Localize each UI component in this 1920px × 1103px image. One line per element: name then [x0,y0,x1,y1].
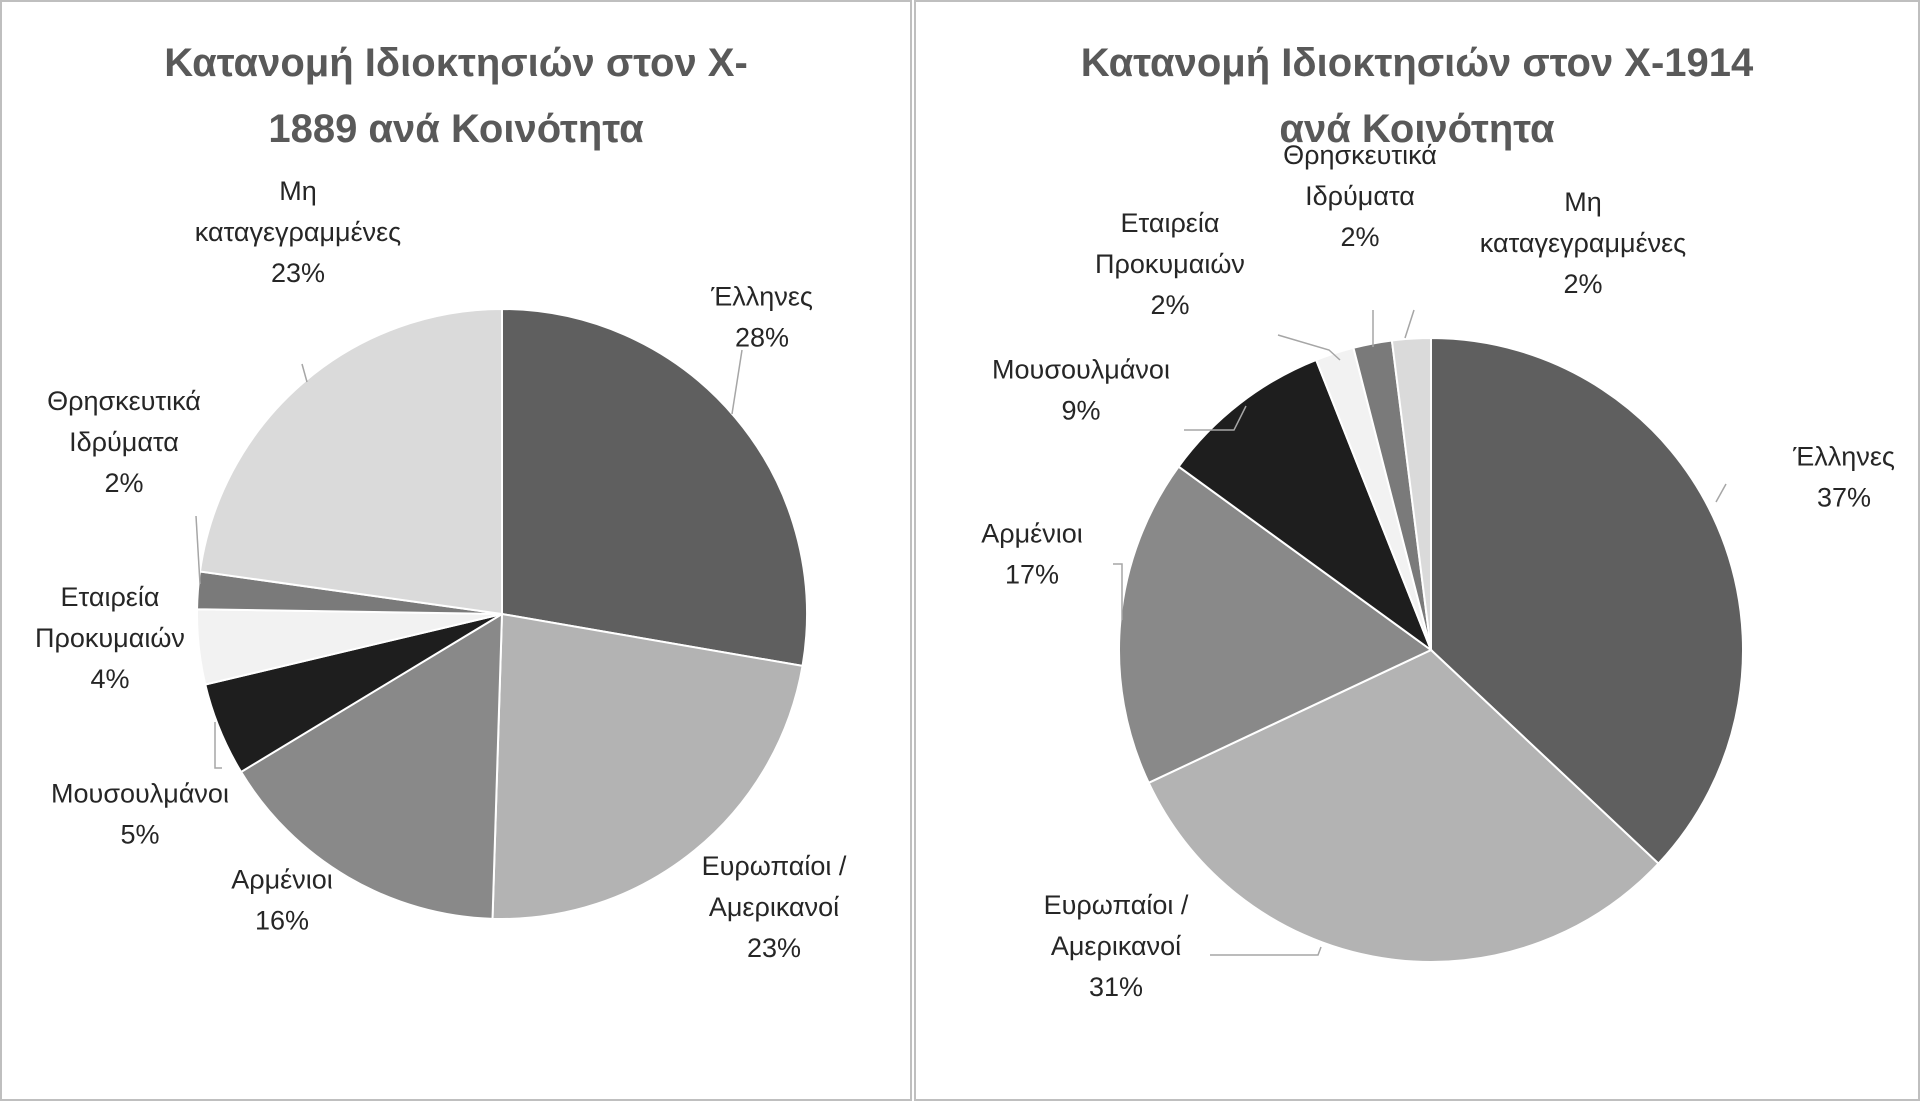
pie-slice [239,612,504,920]
slice-label: Εταιρεία Προκυμαιών 2% [1095,208,1245,320]
slice-percent-label: 23% [271,258,325,288]
slice-percent-label: 2% [1150,290,1189,320]
leader-line [1113,563,1123,620]
slice-label: Μη καταγεγραμμένες 2% [1480,187,1686,299]
pie-slice [491,612,804,920]
slice-category-label: Ιδρύματα [69,427,179,457]
slice-label: Εταιρεία Προκυμαιών 4% [35,582,185,694]
slice-category-label: Ευρωπαίοι / [702,851,847,881]
slice-percent-label: 37% [1817,483,1871,513]
slice-category-label: Εταιρεία [1121,208,1220,238]
slice-label: Θρησκευτικά Ιδρύματα 2% [47,386,201,498]
pie-slice [1147,648,1660,963]
leader-line [195,515,201,585]
pie-slice [1390,336,1432,651]
leader-line [301,363,308,383]
slice-category-label: Έλληνες [1792,442,1895,472]
pie-slice [1118,465,1433,785]
slice-percent-label: 17% [1005,560,1059,590]
chart-title-line: 1889 ανά Κοινότητα [268,107,644,151]
leader-line [1404,309,1415,339]
chart-panel-1914: Κατανομή Ιδιοκτησιών στον Χ-1914 ανά Κοι… [914,0,1920,1101]
chart-title-line: Κατανομή Ιδιοκτησιών στον Χ- [164,41,748,85]
chart-title-1889: Κατανομή Ιδιοκτησιών στον Χ- 1889 ανά Κο… [2,30,910,162]
chart-title-line: Κατανομή Ιδιοκτησιών στον Χ-1914 [1080,41,1754,85]
slice-percent-label: 5% [120,820,159,850]
slice-label: Έλληνες 28% [710,282,813,353]
slice-percent-label: 23% [747,933,801,963]
slice-category-label: καταγεγραμμένες [1480,228,1686,258]
slice-percent-label: 2% [1340,222,1379,252]
slice-percent-label: 2% [1563,269,1602,299]
pie-slice [1177,358,1434,653]
slice-label: Θρησκευτικά Ιδρύματα 2% [1283,140,1437,252]
slice-label: Αρμένιοι 16% [231,865,332,936]
leader-line [731,349,743,415]
slice-category-label: Αρμένιοι [231,865,332,895]
slice-category-label: Προκυμαιών [35,623,185,653]
pie-chart-1889: Έλληνες 28% Ευρωπαίοι / Αμερικανοί 23% Αρμένι… [35,176,847,963]
slice-category-label: Ευρωπαίοι / [1044,890,1189,920]
leader-line [1210,946,1322,956]
slice-category-label: Αμερικανοί [709,892,839,922]
slice-percent-label: 31% [1089,972,1143,1002]
chart-title-1914: Κατανομή Ιδιοκτησιών στον Χ-1914 ανά Κοι… [916,30,1918,162]
pie-slice [198,307,503,616]
slice-category-label: Έλληνες [710,282,813,312]
slice-category-label: Εταιρεία [61,582,160,612]
slice-category-label: Μουσουλμάνοι [992,355,1170,385]
slice-label: Μουσουλμάνοι 9% [992,355,1170,426]
slice-category-label: Αμερικανοί [1051,931,1181,961]
slice-label: Έλληνες 37% [1792,442,1895,513]
pie-slice [1430,336,1744,865]
slice-percent-label: 28% [735,323,789,353]
slice-category-label: Προκυμαιών [1095,249,1245,279]
slice-category-label: Θρησκευτικά [1283,140,1437,170]
leader-line [1715,483,1727,503]
chart-panel-1889: Κατανομή Ιδιοκτησιών στον Χ- 1889 ανά Κο… [0,0,912,1101]
slice-category-label: Θρησκευτικά [47,386,201,416]
chart-title-line: ανά Κοινότητα [1279,107,1555,151]
leader-line [1184,405,1247,431]
leader-line [1277,334,1341,361]
slice-category-label: Μη [279,176,317,206]
leader-line [214,722,222,769]
slice-label: Ευρωπαίοι / Αμερικανοί 31% [1044,890,1189,1002]
slice-label: Ευρωπαίοι / Αμερικανοί 23% [702,851,847,963]
slice-category-label: Αρμένιοι [981,519,1082,549]
pie-chart-1914: Έλληνες 37% Ευρωπαίοι / Αμερικανοί 31% Αρμένι… [981,140,1895,1002]
slice-label: Αρμένιοι 17% [981,519,1082,590]
slice-label: Μη καταγεγραμμένες 23% [195,176,401,288]
slice-label: Μουσουλμάνοι 5% [51,779,229,850]
slice-percent-label: 9% [1061,396,1100,426]
slice-category-label: Ιδρύματα [1305,181,1415,211]
slice-category-label: Μουσουλμάνοι [51,779,229,809]
slice-percent-label: 2% [104,468,143,498]
pie-slice [501,307,808,668]
slice-percent-label: 16% [255,906,309,936]
slice-category-label: Μη [1564,187,1602,217]
slice-category-label: καταγεγραμμένες [195,217,401,247]
slice-percent-label: 4% [90,664,129,694]
